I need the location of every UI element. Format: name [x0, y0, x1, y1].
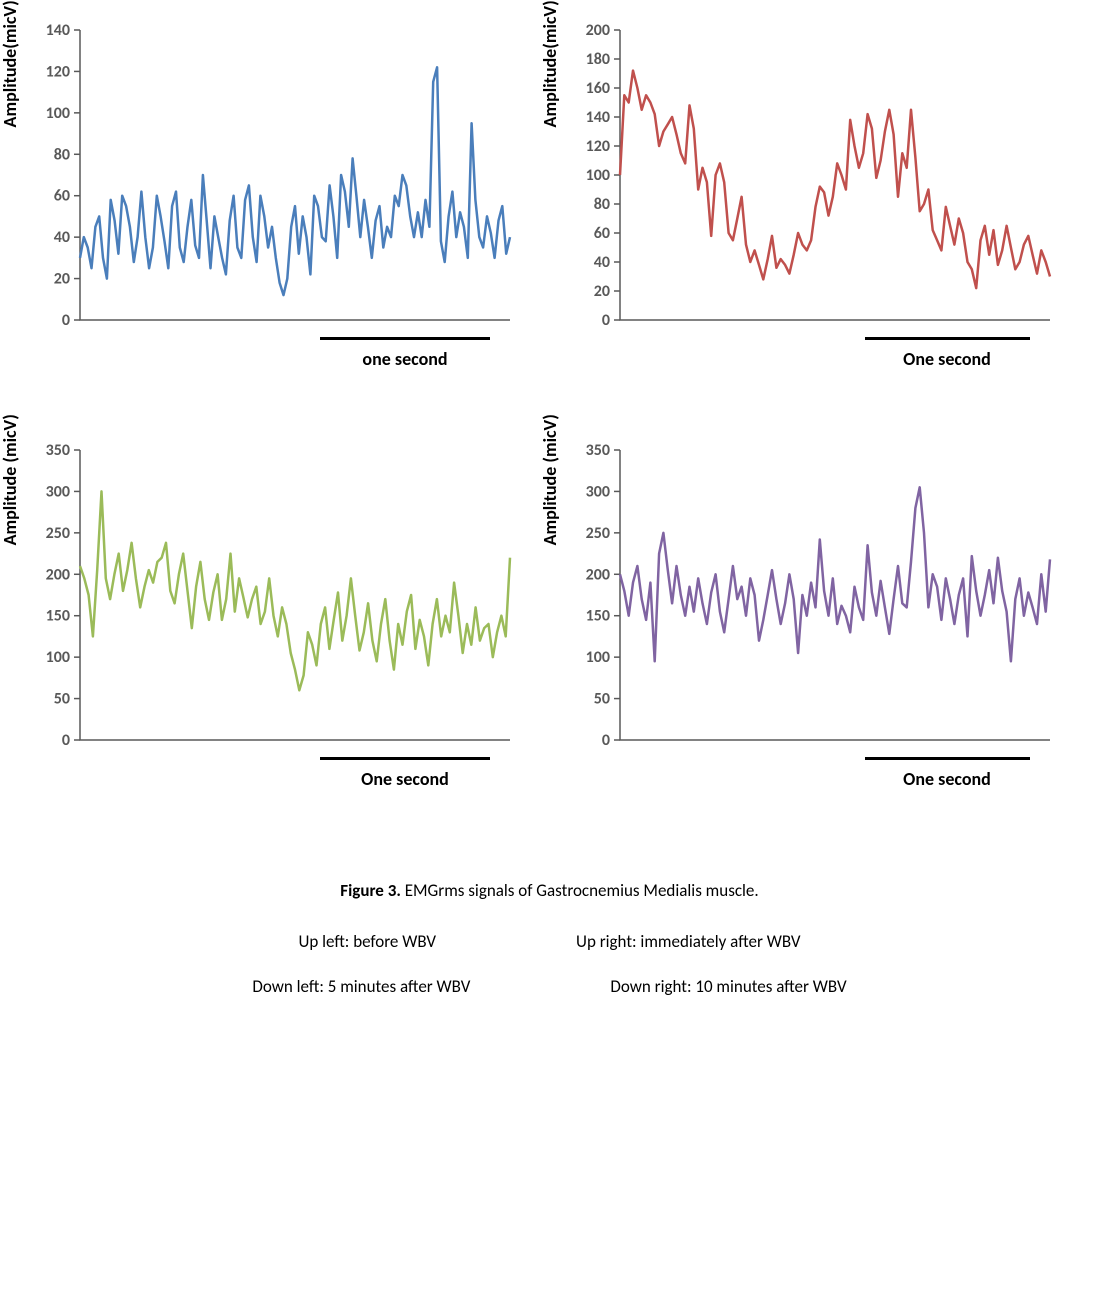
figure-title: Figure 3. EMGrms signals of Gastrocnemiu… — [20, 880, 1079, 901]
figure-title-text: EMGrms signals of Gastrocnemius Medialis… — [401, 880, 759, 901]
y-tick-label: 180 — [585, 50, 609, 69]
y-tick-label: 100 — [585, 166, 609, 185]
scale-bar-label: one second — [362, 348, 447, 370]
series-line — [620, 487, 1050, 661]
scale-bar-label: One second — [903, 768, 991, 790]
y-tick-label: 80 — [593, 195, 609, 214]
y-tick-label: 120 — [46, 62, 70, 81]
y-tick-label: 80 — [54, 145, 70, 164]
y-axis-label: Amplitude (micV) — [539, 414, 561, 545]
chart-panel-ul: Amplitude(micV)020406080100120140one sec… — [20, 20, 520, 340]
y-axis-label: Amplitude(micV) — [0, 0, 21, 127]
scale-bar: One second — [865, 337, 1030, 370]
y-tick-label: 0 — [601, 311, 609, 330]
y-tick-label: 60 — [593, 224, 609, 243]
scale-bar-label: One second — [903, 348, 991, 370]
y-tick-label: 160 — [585, 79, 609, 98]
chart-panel-dr: Amplitude (micV)050100150200250300350One… — [560, 440, 1060, 760]
y-tick-label: 100 — [46, 104, 70, 123]
y-tick-label: 100 — [585, 648, 609, 667]
y-tick-label: 50 — [54, 690, 70, 709]
y-tick-label: 250 — [46, 524, 70, 543]
y-tick-label: 300 — [46, 482, 70, 501]
y-tick-label: 140 — [585, 108, 609, 127]
y-tick-label: 60 — [54, 187, 70, 206]
chart-svg: 0 20 40 60 80 100 120 140 — [20, 20, 520, 340]
y-tick-label: 250 — [585, 524, 609, 543]
series-line — [620, 71, 1050, 289]
chart-svg: 0 50 100 150 200 250 300 350 — [560, 440, 1060, 760]
legend-up-left: Up left: before WBV — [298, 931, 436, 952]
scale-bar-label: One second — [361, 768, 449, 790]
chart-panel-ur: Amplitude(micV)0204060801001201401601802… — [560, 20, 1060, 340]
y-tick-label: 120 — [585, 137, 609, 156]
y-tick-label: 0 — [62, 311, 70, 330]
y-tick-label: 350 — [585, 441, 609, 460]
y-tick-label: 0 — [601, 731, 609, 750]
legend-down-left: Down left: 5 minutes after WBV — [252, 976, 470, 997]
y-tick-label: 200 — [585, 565, 609, 584]
legend-up-right: Up right: immediately after WBV — [576, 931, 801, 952]
y-tick-label: 40 — [593, 253, 609, 272]
figure-number: Figure 3. — [340, 880, 401, 901]
y-tick-label: 40 — [54, 228, 70, 247]
y-tick-label: 150 — [585, 607, 609, 626]
scale-bar: one second — [320, 337, 490, 370]
y-tick-label: 350 — [46, 441, 70, 460]
y-tick-label: 300 — [585, 482, 609, 501]
y-tick-label: 20 — [54, 270, 70, 289]
y-tick-label: 50 — [593, 690, 609, 709]
y-tick-label: 200 — [46, 565, 70, 584]
figure-caption: Figure 3. EMGrms signals of Gastrocnemiu… — [20, 880, 1079, 997]
series-line — [80, 67, 510, 295]
y-tick-label: 200 — [585, 21, 609, 40]
y-tick-label: 0 — [62, 731, 70, 750]
y-axis-label: Amplitude (micV) — [0, 414, 21, 545]
y-axis-label: Amplitude(micV) — [539, 0, 561, 127]
chart-panel-dl: Amplitude (micV)050100150200250300350One… — [20, 440, 520, 760]
chart-svg: 0 50 100 150 200 250 300 350 — [20, 440, 520, 760]
series-line — [80, 491, 510, 690]
scale-bar: One second — [320, 757, 490, 790]
legend-down-right: Down right: 10 minutes after WBV — [610, 976, 846, 997]
y-tick-label: 140 — [46, 21, 70, 40]
y-tick-label: 150 — [46, 607, 70, 626]
y-tick-label: 100 — [46, 648, 70, 667]
y-tick-label: 20 — [593, 282, 609, 301]
scale-bar: One second — [865, 757, 1030, 790]
chart-svg: 0 20 40 60 80 100 120 140 160 180 200 — [560, 20, 1060, 340]
